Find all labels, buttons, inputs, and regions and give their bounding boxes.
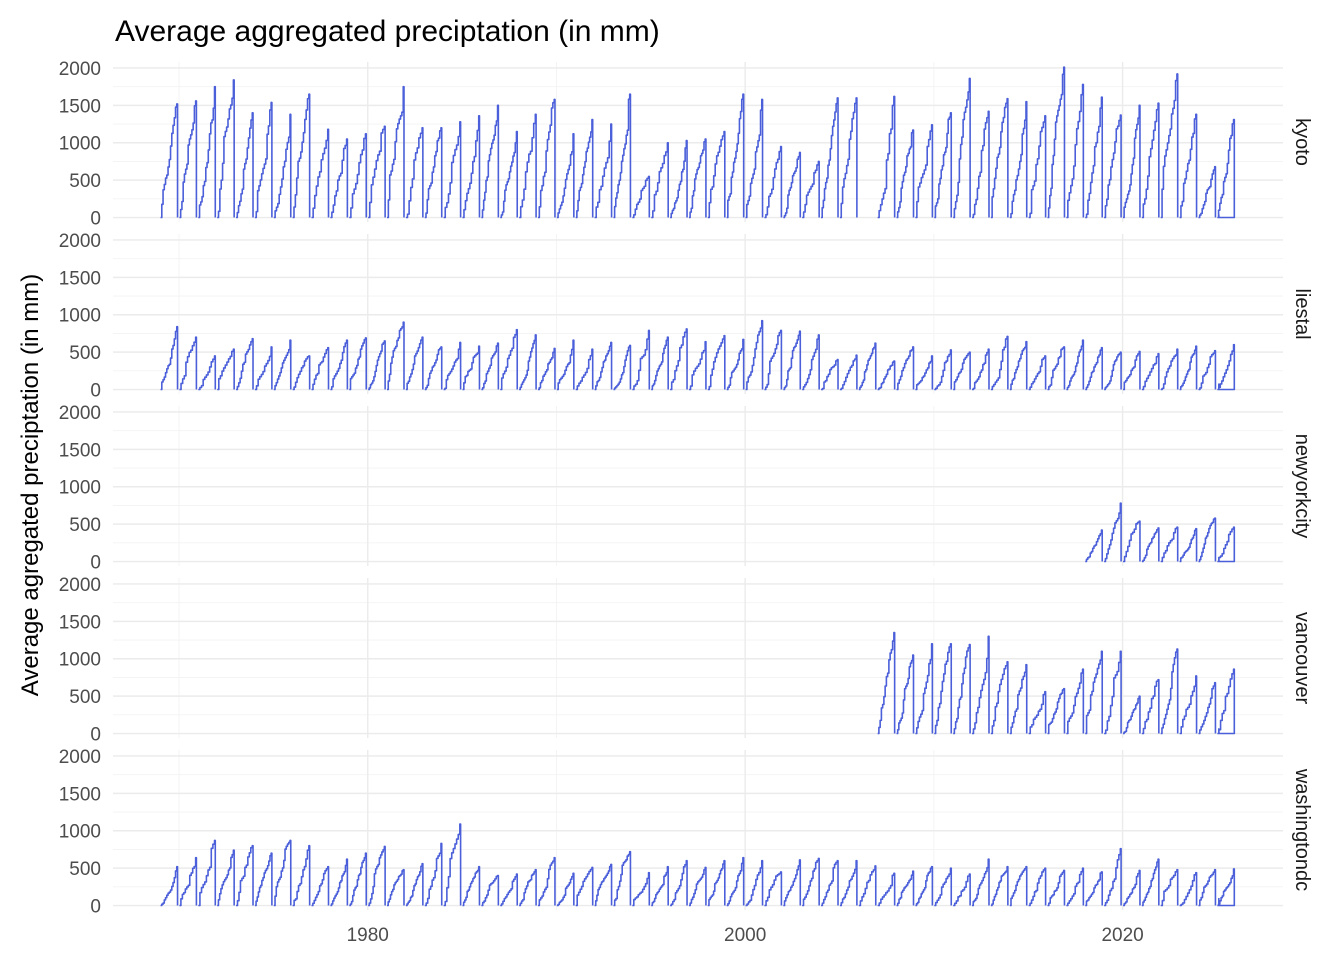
y-tick-label: 0 bbox=[90, 897, 101, 918]
x-tick-label: 1980 bbox=[347, 925, 389, 946]
y-tick-label: 1000 bbox=[59, 306, 101, 327]
facet-panels: 0 500 1000 1500 2000 kyoto 0 500 1000 1500 2000 lie… bbox=[59, 59, 1313, 918]
y-tick-label: 1000 bbox=[59, 478, 101, 499]
facet-strip-label: kyoto bbox=[1291, 118, 1313, 166]
series-line-newyorkcity bbox=[1085, 502, 1236, 563]
y-tick-label: 1000 bbox=[59, 134, 101, 155]
y-tick-label: 1500 bbox=[59, 268, 101, 289]
y-tick-label: 2000 bbox=[59, 747, 101, 768]
facet-strip-label: liestal bbox=[1291, 288, 1313, 339]
facet-panel-kyoto: 0 500 1000 1500 2000 kyoto bbox=[59, 59, 1313, 230]
facet-panel-newyorkcity: 0 500 1000 1500 2000 newyorkcity bbox=[59, 403, 1313, 574]
y-tick-label: 0 bbox=[90, 553, 101, 574]
series-line-liestal bbox=[160, 319, 1236, 391]
series-line-washingtondc bbox=[160, 823, 1236, 907]
y-tick-label: 1500 bbox=[59, 784, 101, 805]
y-tick-label: 0 bbox=[90, 725, 101, 746]
y-tick-label: 2000 bbox=[59, 231, 101, 252]
y-tick-label: 1500 bbox=[59, 612, 101, 633]
facet-strip-label: vancouver bbox=[1291, 612, 1313, 705]
facet-strip-label: newyorkcity bbox=[1291, 434, 1313, 538]
facet-panel-liestal: 0 500 1000 1500 2000 liestal bbox=[59, 231, 1313, 402]
facet-panel-washingtondc: 0 500 1000 1500 2000 washingtondc bbox=[59, 747, 1313, 918]
chart-title: Average aggregated preciptation (in mm) bbox=[115, 15, 660, 48]
x-tick-label: 2020 bbox=[1101, 925, 1143, 946]
y-tick-label: 2000 bbox=[59, 403, 101, 424]
series-line-vancouver bbox=[877, 631, 1236, 735]
y-tick-label: 500 bbox=[69, 687, 101, 708]
x-axis-ticks: 1980 2000 2020 bbox=[347, 925, 1144, 946]
y-tick-label: 0 bbox=[90, 381, 101, 402]
y-tick-label: 2000 bbox=[59, 575, 101, 596]
facet-panel-vancouver: 0 500 1000 1500 2000 vancouver bbox=[59, 575, 1313, 746]
y-tick-label: 0 bbox=[90, 209, 101, 230]
y-tick-label: 1500 bbox=[59, 96, 101, 117]
x-tick-label: 2000 bbox=[724, 925, 766, 946]
y-tick-label: 2000 bbox=[59, 59, 101, 80]
y-tick-label: 500 bbox=[69, 515, 101, 536]
y-tick-label: 1500 bbox=[59, 440, 101, 461]
series-line-kyoto bbox=[160, 66, 1236, 219]
y-axis-label: Average agregated preciptation (in mm) bbox=[17, 274, 44, 696]
y-tick-label: 500 bbox=[69, 171, 101, 192]
facet-strip-label: washingtondc bbox=[1291, 768, 1313, 891]
y-tick-label: 500 bbox=[69, 859, 101, 880]
y-tick-label: 500 bbox=[69, 343, 101, 364]
y-tick-label: 1000 bbox=[59, 822, 101, 843]
y-tick-label: 1000 bbox=[59, 650, 101, 671]
